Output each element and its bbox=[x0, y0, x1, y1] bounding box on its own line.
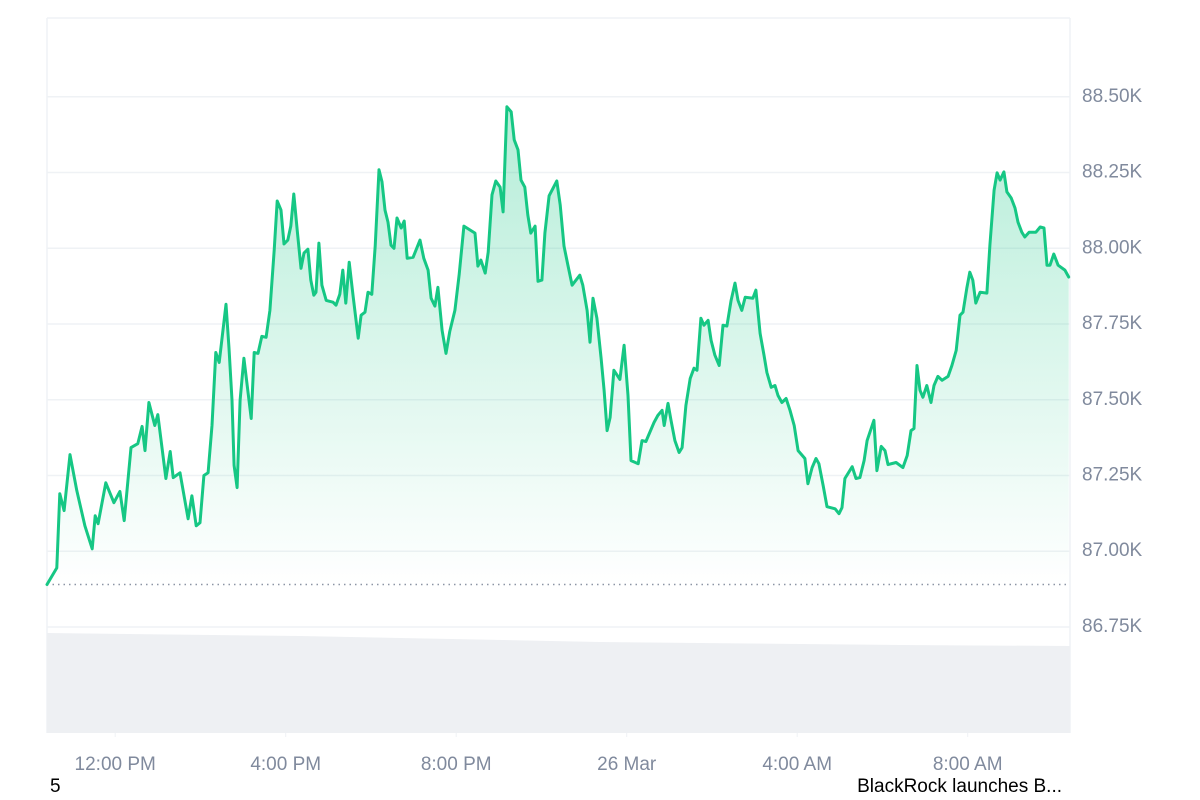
annotation: 5 bbox=[50, 776, 61, 797]
y-tick-label: 88.00K bbox=[1082, 237, 1143, 258]
y-tick-label: 86.75K bbox=[1082, 616, 1143, 637]
x-tick-label: 12:00 PM bbox=[75, 754, 156, 775]
annotation: BlackRock launches B... bbox=[857, 776, 1062, 797]
x-tick-label: 8:00 AM bbox=[933, 754, 1003, 775]
y-tick-label: 87.25K bbox=[1082, 464, 1143, 485]
y-tick-label: 87.50K bbox=[1082, 389, 1143, 410]
price-line bbox=[45, 105, 1071, 586]
plot bbox=[45, 105, 1071, 586]
y-tick-label: 88.50K bbox=[1082, 86, 1143, 107]
x-tick-label: 26 Mar bbox=[597, 754, 657, 775]
y-tick-label: 88.25K bbox=[1082, 162, 1143, 183]
x-tick-label: 4:00 PM bbox=[250, 754, 321, 775]
y-tick-label: 87.00K bbox=[1082, 540, 1143, 561]
x-tick-label: 4:00 AM bbox=[762, 754, 832, 775]
x-tick-label: 8:00 PM bbox=[421, 754, 492, 775]
volume-band bbox=[47, 633, 1070, 733]
y-tick-label: 87.75K bbox=[1082, 313, 1143, 334]
